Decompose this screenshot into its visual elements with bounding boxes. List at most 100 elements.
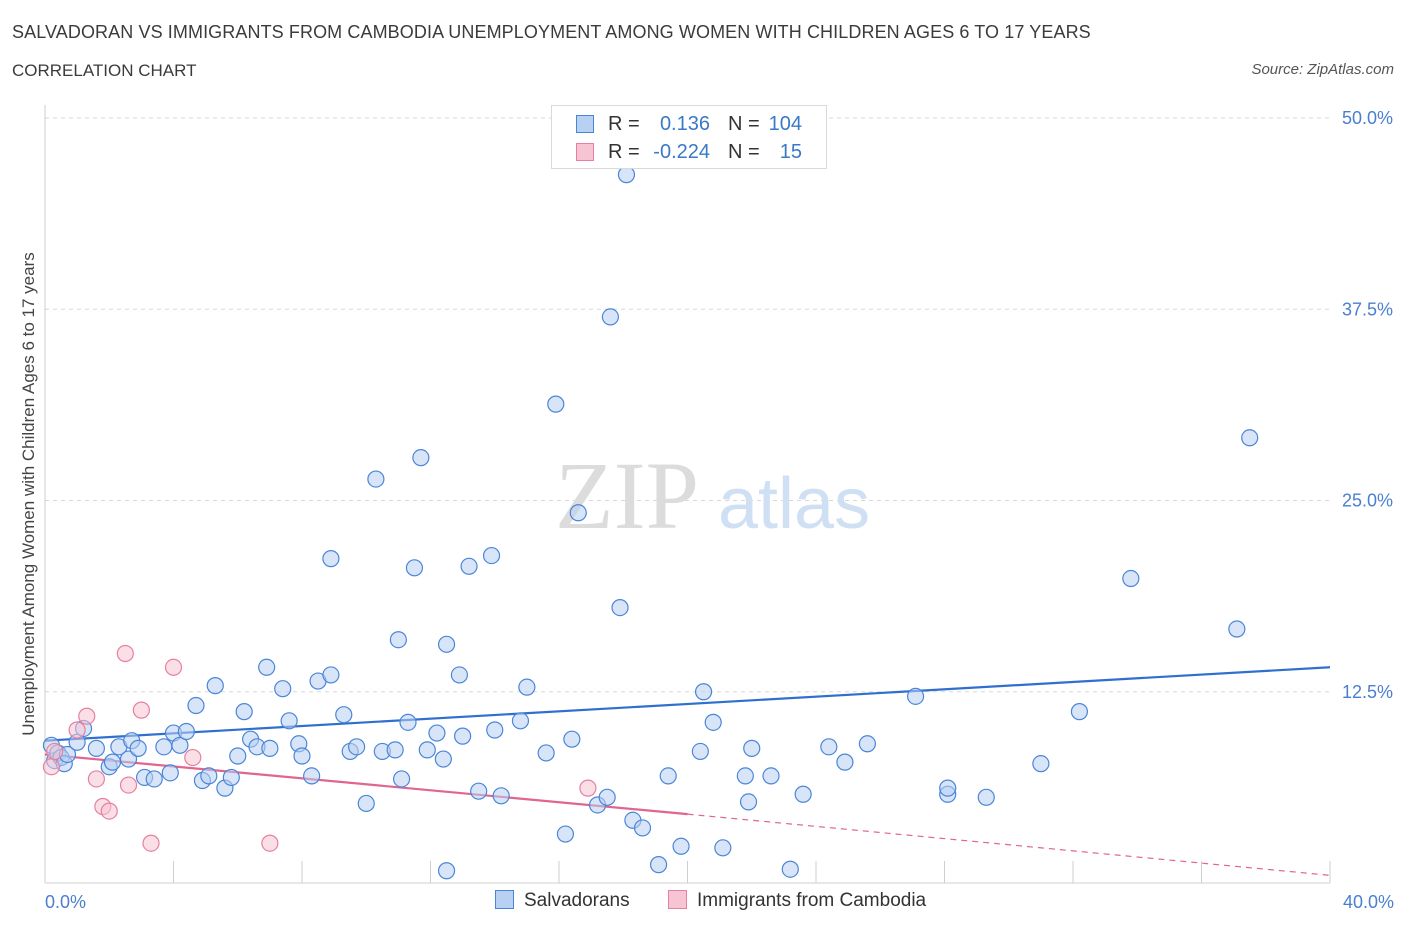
x-tick-label-min: 0.0%	[45, 892, 86, 912]
salvadoran-point	[547, 395, 565, 413]
y-tick-label: 12.5%	[1342, 682, 1393, 702]
legend-n-label: N =	[728, 141, 760, 163]
bottom-legend-salvadorans: Salvadorans	[495, 890, 630, 912]
cambodia-trend-line	[44, 753, 688, 816]
legend-row-salvadorans: R = 0.136 N = 104	[552, 111, 826, 137]
salvadoran-point	[1070, 703, 1089, 721]
salvadoran-point	[280, 712, 298, 730]
salvadoran-trend-line	[44, 666, 1331, 742]
salvadoran-point	[235, 703, 253, 721]
salvadoran-point	[450, 666, 469, 684]
salvadoran-point	[906, 687, 925, 705]
salvadoran-point	[659, 767, 677, 785]
salvadoran-point	[87, 739, 106, 757]
salvadoran-point	[161, 764, 179, 782]
salvadoran-point	[617, 166, 636, 184]
cambodia-point	[119, 776, 138, 794]
salvadoran-point	[437, 635, 456, 653]
salvadoran-point	[1032, 755, 1050, 773]
salvadoran-point	[261, 739, 279, 757]
salvadoran-point	[977, 788, 995, 806]
salvadoran-point	[274, 680, 292, 698]
x-axis-ticks	[44, 861, 1331, 883]
salvadoran-point	[119, 750, 138, 768]
cambodia-point	[132, 701, 150, 719]
salvadoran-point	[206, 677, 224, 695]
salvadoran-point	[348, 738, 366, 756]
salvadoran-point	[836, 753, 854, 771]
salvadoran-point	[704, 713, 722, 731]
cambodia-point	[579, 779, 597, 797]
legend-n-value: 104	[768, 113, 802, 135]
salvadoran-point	[335, 706, 353, 724]
salvadoran-point	[200, 767, 218, 785]
salvadoran-point	[470, 782, 488, 800]
salvadoran-point	[399, 713, 417, 731]
salvadoran-point	[129, 739, 147, 757]
salvadoran-point	[601, 308, 620, 326]
cambodia-point	[42, 758, 61, 776]
salvadoran-point	[672, 837, 690, 855]
salvadoran-point	[229, 747, 247, 765]
cambodia-point	[184, 748, 202, 767]
salvadoran-point	[454, 727, 472, 745]
salvadoran-point	[762, 767, 780, 785]
salvadoran-point	[492, 787, 510, 805]
cambodia-point	[142, 834, 160, 852]
salvadoran-point	[649, 856, 668, 874]
salvadoran-point	[563, 730, 581, 748]
watermark-atlas: atlas	[718, 464, 870, 544]
salvadoran-point	[794, 785, 812, 803]
cambodia-point	[164, 658, 183, 676]
salvadoran-point	[598, 788, 616, 806]
salvadoran-point	[418, 741, 436, 759]
bottom-legend-cambodia: Immigrants from Cambodia	[668, 890, 926, 912]
salvadoran-point	[1241, 429, 1259, 447]
bottom-legend-label-salvadorans: Salvadorans	[524, 890, 630, 911]
salvadoran-point	[177, 722, 195, 741]
cambodia-point	[261, 834, 279, 852]
x-tick-label-max: 40.0%	[1343, 892, 1394, 912]
salvadoran-point	[405, 559, 424, 577]
legend-r-label: R =	[608, 141, 640, 163]
salvadoran-point	[858, 735, 877, 753]
source-label: Source: ZipAtlas.com	[1251, 61, 1394, 78]
salvadoran-point	[155, 738, 173, 756]
salvadoran-point	[537, 744, 555, 762]
legend-r-value: 0.136	[659, 113, 710, 135]
salvadoran-point	[743, 739, 761, 757]
data-points	[42, 166, 1259, 880]
salvadoran-point	[428, 724, 446, 742]
legend-r-value: -0.224	[653, 141, 710, 163]
salvadoran-point	[714, 839, 732, 857]
watermark: ZIP atlas	[555, 442, 870, 549]
salvadoran-point	[633, 819, 652, 837]
legend-n-label: N =	[728, 113, 760, 135]
salvadoran-point	[556, 825, 575, 843]
salvadoran-point	[781, 860, 799, 878]
bottom-legend-label-cambodia: Immigrants from Cambodia	[697, 890, 927, 911]
salvadoran-point	[1228, 620, 1246, 638]
salvadoran-point	[258, 658, 276, 676]
y-tick-label: 25.0%	[1342, 491, 1393, 511]
salvadoran-point	[386, 741, 404, 759]
salvadoran-point	[389, 631, 407, 649]
salvadoran-point	[820, 738, 838, 756]
salvadoran-point	[691, 742, 709, 761]
salvadoran-point	[518, 678, 536, 696]
salvadoran-point	[303, 767, 321, 785]
salvadoran-point	[222, 768, 240, 787]
cambodia-point	[46, 742, 64, 761]
salvadoran-point	[694, 683, 713, 701]
salvadoran-point	[187, 696, 205, 715]
cambodia-trend-extension	[687, 813, 1331, 876]
y-tick-label: 37.5%	[1342, 299, 1393, 319]
legend-r-label: R =	[608, 113, 640, 135]
chart-subtitle: CORRELATION CHART	[12, 61, 197, 80]
salvadoran-point	[412, 449, 430, 467]
salvadoran-point	[482, 546, 501, 565]
salvadoran-point	[103, 753, 122, 771]
y-axis-tick-labels: 12.5% 25.0% 37.5% 50.0%	[1342, 108, 1393, 702]
salvadoran-point	[460, 557, 478, 575]
